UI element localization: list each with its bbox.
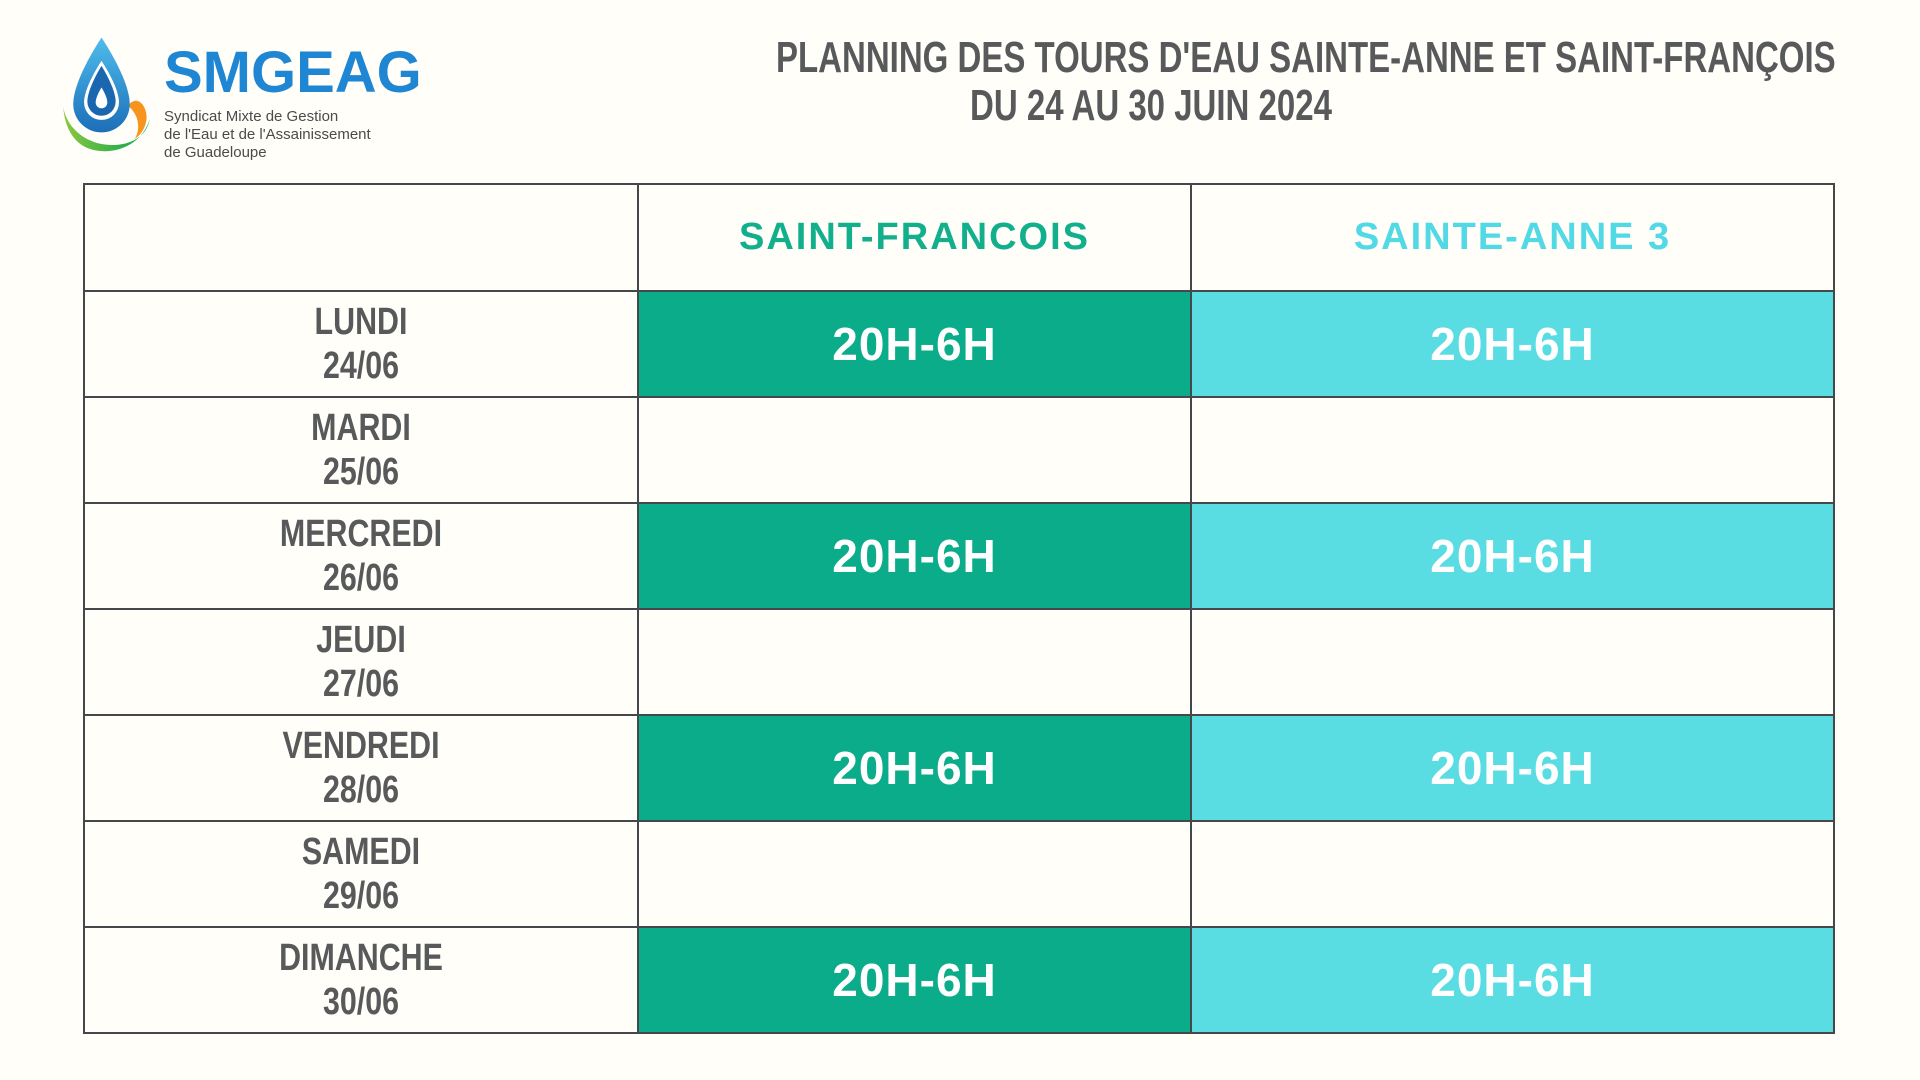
saint-francois-cell: 20H-6H: [637, 290, 1192, 398]
title-line-1: PLANNING DES TOURS D'EAU SAINTE-ANNE ET …: [776, 33, 1836, 82]
sainte-anne-cell: 20H-6H: [1190, 290, 1835, 398]
day-cell: JEUDI 27/06: [83, 608, 639, 716]
date-label: 24/06: [322, 345, 400, 387]
corner-cell: [83, 183, 639, 292]
column-header-label: SAINTE-ANNE 3: [1353, 216, 1672, 258]
time-slot-label: 20H-6H: [832, 954, 997, 1006]
day-label: LUNDI: [314, 301, 408, 343]
table-row: DIMANCHE 30/06 20H-6H 20H-6H: [83, 926, 1835, 1034]
time-slot-label: 20H-6H: [832, 530, 997, 582]
title-line-2: DU 24 AU 30 JUIN 2024: [970, 81, 1332, 130]
sainte-anne-cell: [1190, 396, 1835, 504]
day-label: MARDI: [311, 407, 411, 449]
date-label: 27/06: [322, 663, 400, 705]
saint-francois-cell: [637, 608, 1192, 716]
time-slot-label: 20H-6H: [832, 742, 997, 794]
day-cell: SAMEDI 29/06: [83, 820, 639, 928]
day-cell: LUNDI 24/06: [83, 290, 639, 398]
sainte-anne-cell: 20H-6H: [1190, 714, 1835, 822]
sainte-anne-cell: 20H-6H: [1190, 502, 1835, 610]
water-drop-leaf-logo-icon: [63, 37, 150, 152]
column-header-label: SAINT-FRANCOIS: [739, 216, 1090, 258]
sainte-anne-cell: 20H-6H: [1190, 926, 1835, 1034]
table-row: SAMEDI 29/06: [83, 820, 1835, 928]
column-header-sainte-anne: SAINTE-ANNE 3: [1190, 183, 1835, 292]
logo-subtitle-line: Syndicat Mixte de Gestion: [164, 108, 339, 125]
logo-subtitle: Syndicat Mixte de Gestion de l'Eau et de…: [164, 108, 422, 162]
brand-name: SMGEAG: [164, 40, 422, 105]
table-row: MARDI 25/06: [83, 396, 1835, 504]
day-cell: VENDREDI 28/06: [83, 714, 639, 822]
table-row: LUNDI 24/06 20H-6H 20H-6H: [83, 290, 1835, 398]
header-row: SAINT-FRANCOIS SAINTE-ANNE 3: [83, 183, 1835, 292]
logo-subtitle-line: de Guadeloupe: [164, 144, 267, 161]
saint-francois-cell: [637, 820, 1192, 928]
schedule-body: LUNDI 24/06 20H-6H 20H-6H MARDI 25/06 ME…: [83, 290, 1835, 1034]
saint-francois-cell: 20H-6H: [637, 714, 1192, 822]
date-label: 28/06: [322, 769, 400, 811]
time-slot-label: 20H-6H: [832, 318, 997, 370]
day-cell: DIMANCHE 30/06: [83, 926, 639, 1034]
date-label: 30/06: [322, 981, 400, 1023]
time-slot-label: 20H-6H: [1430, 530, 1595, 582]
day-label: VENDREDI: [282, 725, 440, 767]
page-title: PLANNING DES TOURS D'EAU SAINTE-ANNE ET …: [651, 33, 1836, 130]
table-row: VENDREDI 28/06 20H-6H 20H-6H: [83, 714, 1835, 822]
logo-text: SMGEAG Syndicat Mixte de Gestion de l'Ea…: [164, 36, 422, 162]
day-label: DIMANCHE: [279, 937, 443, 979]
date-label: 25/06: [322, 451, 400, 493]
day-label: MERCREDI: [279, 513, 443, 555]
day-label: SAMEDI: [301, 831, 421, 873]
schedule-table: SAINT-FRANCOIS SAINTE-ANNE 3 LUNDI 24/06…: [83, 183, 1835, 1034]
date-label: 26/06: [322, 557, 400, 599]
table-row: JEUDI 27/06: [83, 608, 1835, 716]
date-label: 29/06: [322, 875, 400, 917]
day-cell: MARDI 25/06: [83, 396, 639, 504]
time-slot-label: 20H-6H: [1430, 742, 1595, 794]
logo: SMGEAG Syndicat Mixte de Gestion de l'Ea…: [58, 36, 422, 162]
time-slot-label: 20H-6H: [1430, 318, 1595, 370]
saint-francois-cell: 20H-6H: [637, 502, 1192, 610]
saint-francois-cell: [637, 396, 1192, 504]
sainte-anne-cell: [1190, 608, 1835, 716]
column-header-saint-francois: SAINT-FRANCOIS: [637, 183, 1192, 292]
saint-francois-cell: 20H-6H: [637, 926, 1192, 1034]
day-cell: MERCREDI 26/06: [83, 502, 639, 610]
table-row: MERCREDI 26/06 20H-6H 20H-6H: [83, 502, 1835, 610]
logo-subtitle-line: de l'Eau et de l'Assainissement: [164, 126, 371, 143]
day-label: JEUDI: [316, 619, 406, 661]
time-slot-label: 20H-6H: [1430, 954, 1595, 1006]
sainte-anne-cell: [1190, 820, 1835, 928]
